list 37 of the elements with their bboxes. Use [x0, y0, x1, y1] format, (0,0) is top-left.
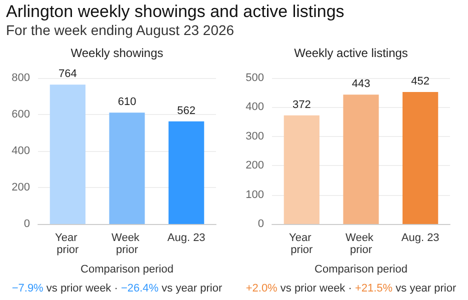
x-tick-label: Year prior: [55, 232, 80, 256]
data-label: 562: [177, 104, 196, 117]
y-tick-label: 200: [12, 182, 30, 194]
text: Arlington weekly showings and active listings: [6, 2, 346, 22]
y-tick-label: 600: [12, 108, 30, 120]
y-tick-label: 400: [12, 145, 30, 157]
data-label: 443: [352, 78, 370, 90]
y-tick-label: 400: [246, 101, 264, 114]
data-label: 610: [118, 96, 136, 108]
y-tick-label: 0: [258, 218, 264, 230]
bar: [109, 112, 145, 224]
bar: [343, 94, 379, 224]
bar: [50, 84, 86, 224]
y-tick-label: 800: [12, 72, 30, 84]
text: −7.9% vs prior week · −26.4% vs year prior: [12, 282, 222, 294]
x-tick-label: Aug. 23: [401, 232, 440, 244]
y-tick-label: 100: [246, 188, 264, 201]
y-tick-label: 300: [246, 130, 264, 142]
y-tick-label: 500: [246, 72, 264, 84]
x-axis-title: Comparison period: [80, 264, 174, 276]
bar: [402, 92, 438, 224]
data-label: 452: [411, 76, 430, 88]
text: For the week ending August 23 2026: [6, 22, 236, 39]
text: +2.0% vs prior week · +21.5% vs year prior: [246, 282, 456, 294]
chart-title: Weekly showings: [70, 46, 164, 60]
x-axis-title: Comparison period: [314, 264, 408, 276]
data-label: 372: [292, 98, 311, 111]
data-label: 764: [58, 68, 77, 80]
bar: [168, 121, 204, 224]
x-tick-label: Aug. 23: [167, 232, 206, 244]
chart-title: Weekly active listings: [294, 46, 408, 60]
x-tick-label: Year prior: [289, 232, 314, 256]
x-tick-label: Week prior: [346, 232, 376, 256]
x-tick-label: Week prior: [112, 232, 142, 256]
y-tick-label: 200: [246, 160, 264, 172]
y-tick-label: 0: [24, 218, 30, 230]
bar: [284, 115, 320, 224]
